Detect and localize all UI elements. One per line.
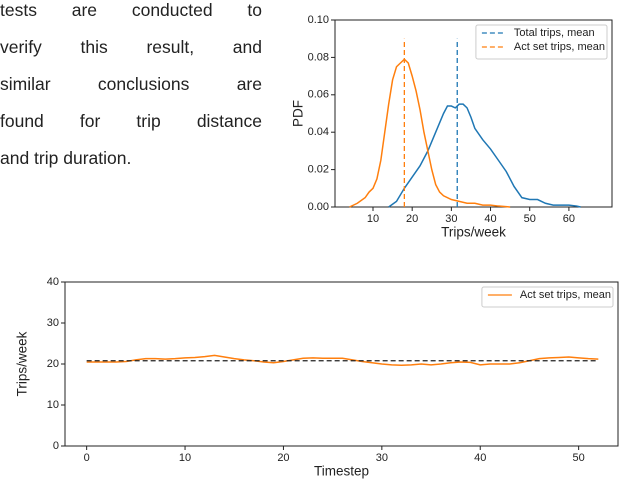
text-line: tests are conducted to <box>0 0 262 20</box>
y-tick-label: 10 <box>47 399 59 411</box>
x-tick-label: 30 <box>445 213 457 225</box>
x-tick-label: 40 <box>484 213 496 225</box>
paragraph: tests are conducted to verify this resul… <box>0 0 262 177</box>
x-tick-label: 50 <box>524 213 536 225</box>
legend: Total trips, mean Act set trips, mean <box>475 24 608 60</box>
text-line: found for trip distance <box>0 111 262 131</box>
x-tick-label: 0 <box>84 452 90 464</box>
legend: Act set trips, mean <box>481 286 614 308</box>
y-axis-label: Trips/week <box>15 331 30 396</box>
series-line <box>349 58 511 208</box>
legend-frame <box>481 286 614 308</box>
y-tick-label: 0.02 <box>308 164 329 176</box>
x-tick-label: 10 <box>179 452 191 464</box>
legend-label: Total trips, mean <box>514 27 595 39</box>
series-line <box>388 103 581 208</box>
x-tick-label: 50 <box>573 452 585 464</box>
y-tick-label: 0.10 <box>308 14 329 26</box>
y-tick-label: 20 <box>47 358 59 370</box>
x-tick-label: 40 <box>474 452 486 464</box>
y-tick-label: 0.08 <box>308 51 329 63</box>
y-tick-label: 0.06 <box>308 89 329 101</box>
text-line: similar conclusions are <box>0 74 262 94</box>
y-tick-label: 30 <box>47 317 59 329</box>
y-axis-label: PDF <box>291 100 306 127</box>
series-line <box>86 354 599 366</box>
x-axis-label: Timestep <box>314 464 369 479</box>
legend-label: Act set trips, mean <box>514 41 605 53</box>
legend-label: Act set trips, mean <box>520 289 611 301</box>
y-tick-label: 0.04 <box>308 126 329 138</box>
legend-frame <box>475 24 608 60</box>
x-tick-label: 30 <box>376 452 388 464</box>
x-axis-label: Trips/week <box>441 225 506 240</box>
y-tick-label: 40 <box>47 276 59 288</box>
x-tick-label: 20 <box>277 452 289 464</box>
x-tick-label: 60 <box>563 213 575 225</box>
y-tick-label: 0.00 <box>308 201 329 213</box>
text-line: and trip duration. <box>0 148 132 168</box>
y-tick-label: 0 <box>53 440 59 452</box>
text-line: verify this result, and <box>0 37 262 57</box>
plot-frame <box>334 19 613 208</box>
x-tick-label: 10 <box>367 213 379 225</box>
x-tick-label: 20 <box>406 213 418 225</box>
